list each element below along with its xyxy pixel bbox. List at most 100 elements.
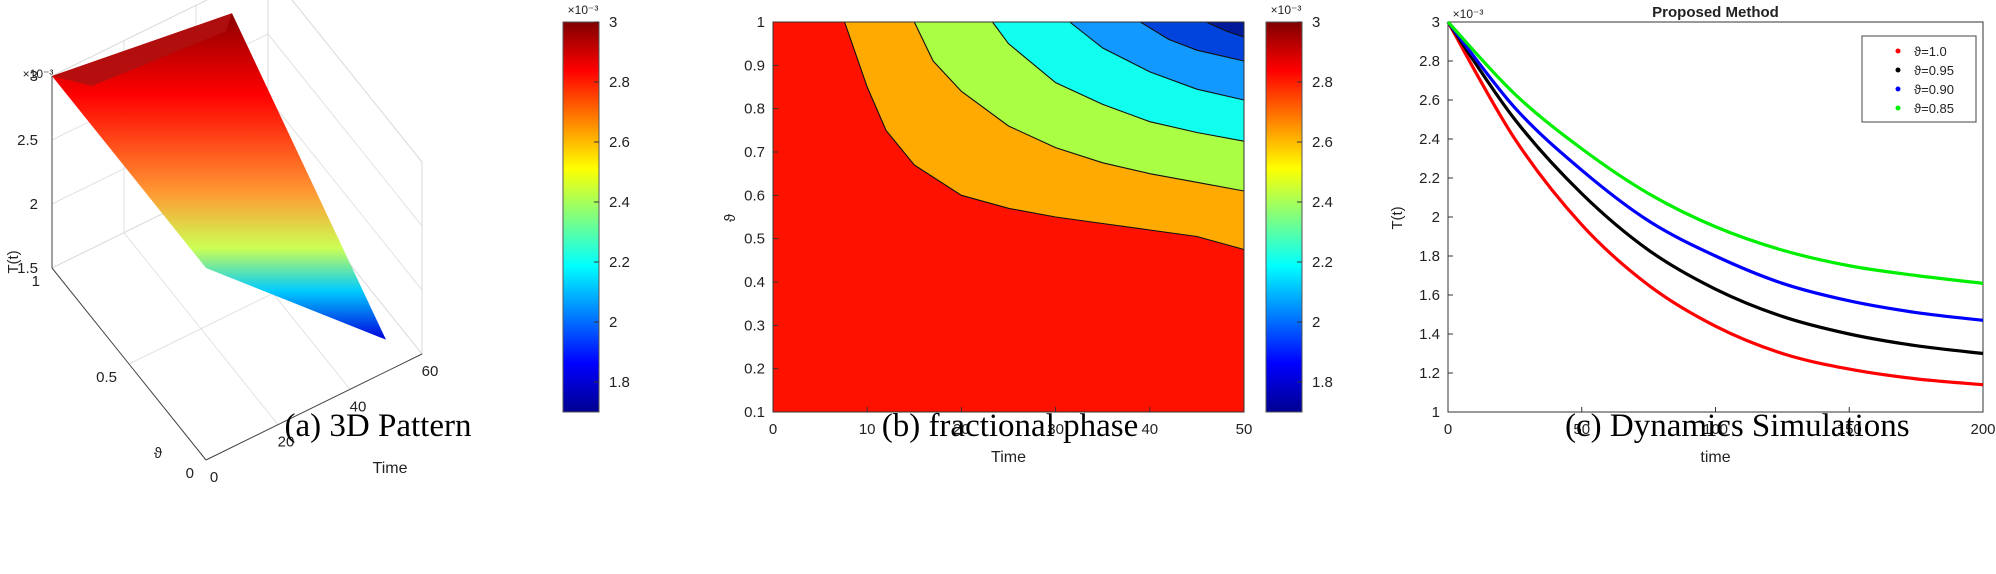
z-exponent: ×10⁻³ — [23, 67, 54, 81]
y-tick-label: 1.2 — [1419, 365, 1440, 382]
caption-a: (a) 3D Pattern — [284, 408, 472, 444]
series-line — [1446, 21, 1984, 322]
colorbar-tick-label-b: 2.4 — [1312, 194, 1333, 211]
z-tick-label: 1.5 — [17, 260, 38, 277]
panel-c-line-chart: 0 50 100 150 200 1 1.2 1.4 1.6 1.8 2 2.2 2.4 2.6 2.8 3 P… — [1389, 4, 1996, 466]
y-tick-label: 3 — [1432, 14, 1440, 31]
colorbar-tick-label-b: 2.6 — [1312, 134, 1333, 151]
colorbar-exponent-b: ×10⁻³ — [1271, 3, 1302, 17]
theta-axis-label: ϑ — [154, 445, 163, 462]
colorbar-tick-label-a: 3 — [609, 14, 617, 31]
time-tick-label: 40 — [350, 398, 367, 415]
colorbar-tick-label-a: 2.2 — [609, 254, 630, 271]
colorbar-tick-label-a: 2 — [609, 314, 617, 331]
series-line — [1446, 21, 1984, 387]
colorbar-exponent-a: ×10⁻³ — [568, 3, 599, 17]
x-tick-label: 150 — [1837, 421, 1862, 438]
contour-line — [844, 21, 1245, 251]
x-tick-label: 10 — [859, 421, 876, 438]
y-tick-label: 1.4 — [1419, 326, 1440, 343]
y-axis-label: ϑ — [722, 213, 739, 222]
x-tick-label: 30 — [1047, 421, 1064, 438]
series-line — [1446, 20, 1984, 285]
x-tick-label: 40 — [1141, 421, 1158, 438]
y-tick-label: 0.8 — [744, 101, 765, 118]
z-tick-label: 2 — [30, 196, 38, 213]
z-axis-label: T(t) — [5, 250, 22, 273]
x-tick-label: 0 — [769, 421, 777, 438]
y-tick-label: 0.5 — [744, 231, 765, 248]
contour-line — [913, 21, 1245, 192]
x-axis-label: time — [1700, 449, 1730, 466]
time-tick-label: 60 — [422, 363, 439, 380]
x-tick-label: 50 — [1236, 421, 1253, 438]
colorbar-tick-label-a: 1.8 — [609, 374, 630, 391]
y-tick-label: 1.6 — [1419, 287, 1440, 304]
y-tick-label: 0.9 — [744, 57, 765, 74]
contour-line — [1140, 21, 1245, 62]
legend-label: ϑ=1.0 — [1914, 44, 1947, 59]
surface-sheet — [52, 13, 386, 340]
z-tick-label: 2.5 — [17, 132, 38, 149]
legend-marker — [1895, 86, 1901, 92]
colorbar-a — [562, 21, 600, 413]
grid-z — [267, 33, 423, 227]
y-tick-label: 0.4 — [744, 274, 765, 291]
legend-marker — [1895, 105, 1901, 111]
y-tick-label: 0.7 — [744, 144, 765, 161]
z-tick-label: 3 — [30, 68, 38, 85]
contour-line — [992, 21, 1245, 142]
theta-axis — [51, 267, 207, 461]
surface-top-edge — [52, 13, 232, 87]
x-tick-label: 100 — [1703, 421, 1728, 438]
y-tick-label: 0.6 — [744, 187, 765, 204]
y-exponent: ×10⁻³ — [1453, 7, 1484, 21]
colorbar-b — [1265, 21, 1303, 413]
series-line — [1446, 21, 1984, 356]
y-axis-label: T(t) — [1389, 206, 1406, 229]
legend-marker — [1895, 48, 1901, 54]
panel-a-3d-surface: 1.5 2 2.5 3 0 0.5 1 0 20 40 60 T(t) ϑ Time ×10⁻³ 1.8 2 2.… — [5, 0, 630, 486]
colorbar-tick-label-a: 2.4 — [609, 194, 630, 211]
y-tick-label: 0.1 — [744, 404, 765, 421]
chart-title: Proposed Method — [1652, 4, 1779, 21]
contour-line — [1206, 21, 1245, 38]
y-tick-label: 2.8 — [1419, 53, 1440, 70]
time-axis — [205, 353, 423, 461]
theta-tick-label: 0.5 — [96, 369, 117, 386]
y-tick-label: 2.6 — [1419, 92, 1440, 109]
legend-label: ϑ=0.90 — [1914, 82, 1954, 97]
legend-label: ϑ=0.95 — [1914, 63, 1954, 78]
x-tick-label: 0 — [1444, 421, 1452, 438]
x-tick-label: 200 — [1970, 421, 1995, 438]
contour-frame — [772, 21, 1245, 413]
colorbar-tick-label-b: 2.8 — [1312, 74, 1333, 91]
colorbar-tick-label-b: 2 — [1312, 314, 1320, 331]
y-tick-label: 1.8 — [1419, 248, 1440, 265]
x-tick-label: 50 — [1573, 421, 1590, 438]
colorbar-tick-label-b: 2.2 — [1312, 254, 1333, 271]
theta-tick-label: 1 — [32, 273, 40, 290]
caption-c: (c) Dynamics Simulations — [1565, 408, 1910, 444]
contour-line — [1069, 21, 1245, 101]
colorbar-tick-label-b: 3 — [1312, 14, 1320, 31]
theta-tick-label: 0 — [186, 465, 194, 482]
y-tick-label: 2 — [1432, 209, 1440, 226]
y-tick-label: 2.4 — [1419, 131, 1440, 148]
grid-z — [267, 97, 423, 291]
panel-b-contour: 0 10 20 30 40 50 0.1 0.2 0.3 0.4 0.5 0.6 0.7 0.8 0.9 1 T… — [722, 3, 1333, 466]
y-tick-label: 1 — [1432, 404, 1440, 421]
legend-label: ϑ=0.85 — [1914, 101, 1954, 116]
y-tick-label: 1 — [757, 14, 765, 31]
time-tick-label: 20 — [278, 434, 295, 451]
y-tick-label: 2.2 — [1419, 170, 1440, 187]
time-axis-label: Time — [373, 460, 408, 477]
x-axis-label: Time — [991, 449, 1026, 466]
legend-box — [1861, 35, 1977, 123]
legend-marker — [1895, 67, 1901, 73]
y-tick-label: 0.2 — [744, 361, 765, 378]
y-tick-label: 0.3 — [744, 317, 765, 334]
colorbar-tick-label-a: 2.8 — [609, 74, 630, 91]
contour-region — [1140, 22, 1244, 61]
